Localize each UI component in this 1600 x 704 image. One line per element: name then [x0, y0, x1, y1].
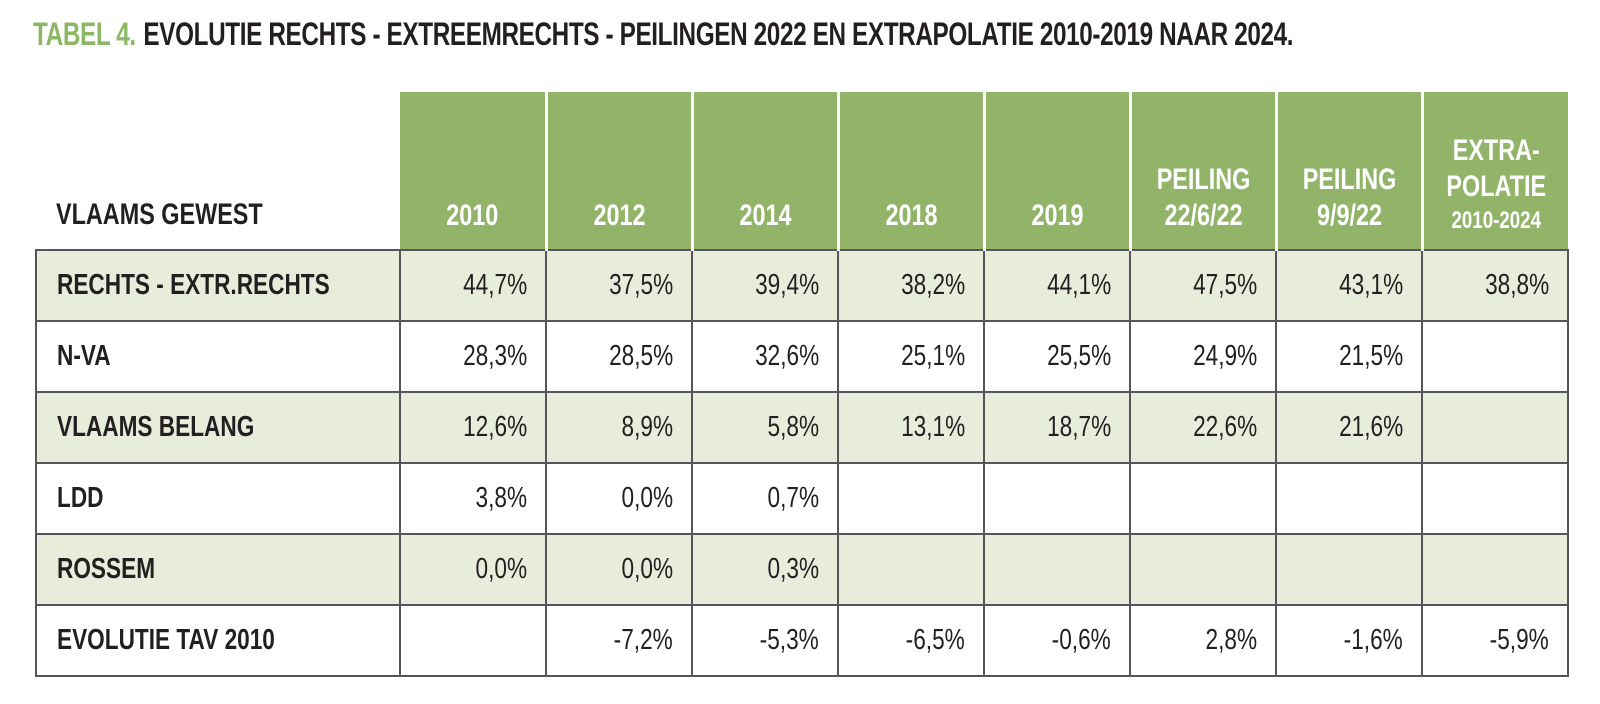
table-cell: 0,0%: [545, 533, 693, 606]
table-cell: [1421, 320, 1569, 393]
table-cell: -1,6%: [1275, 604, 1423, 677]
table-cell: 13,1%: [837, 391, 985, 464]
header-row: VLAAMS GEWEST 2010 2012 2014 2018 2019: [36, 92, 1568, 250]
table-cell: 38,8%: [1421, 249, 1569, 322]
column-header-2014: 2014: [690, 92, 838, 250]
table-cell: 0,0%: [545, 462, 693, 535]
data-table-container: VLAAMS GEWEST 2010 2012 2014 2018 2019: [35, 92, 1569, 677]
column-header-2018: 2018: [836, 92, 984, 250]
table-cell: 37,5%: [545, 249, 693, 322]
table-cell: 21,6%: [1275, 391, 1423, 464]
table-cell: [1275, 533, 1423, 606]
corner-header-vlaams-gewest: VLAAMS GEWEST: [36, 92, 400, 250]
table-cell: 18,7%: [983, 391, 1131, 464]
table-cell: -5,9%: [1421, 604, 1569, 677]
table-row-evolutie-tav-2010: EVOLUTIE TAV 2010 -7,2% -5,3% -6,5% -0,6…: [35, 604, 1569, 677]
table-cell: -7,2%: [545, 604, 693, 677]
table-cell: 2,8%: [1129, 604, 1277, 677]
column-header-peiling-22-6-22: PEILING 22/6/22: [1128, 92, 1276, 250]
row-label: LDD: [35, 462, 401, 535]
row-label: RECHTS - EXTR.RECHTS: [35, 249, 401, 322]
table-cell: -0,6%: [983, 604, 1131, 677]
table-cell: [1421, 391, 1569, 464]
table-cell: 39,4%: [691, 249, 839, 322]
table-cell: [399, 604, 547, 677]
column-header-2010: 2010: [400, 92, 546, 250]
table-cell: -5,3%: [691, 604, 839, 677]
row-label: N-VA: [35, 320, 401, 393]
table-cell: 25,1%: [837, 320, 985, 393]
table-cell: 32,6%: [691, 320, 839, 393]
table-row-vlaams-belang: VLAAMS BELANG 12,6% 8,9% 5,8% 13,1% 18,7…: [35, 391, 1569, 464]
table-cell: 5,8%: [691, 391, 839, 464]
table-row-ldd: LDD 3,8% 0,0% 0,7%: [35, 462, 1569, 535]
table-cell: 24,9%: [1129, 320, 1277, 393]
column-header-extrapolatie: EXTRA- POLATIE 2010-2024: [1420, 92, 1568, 250]
table-cell: 8,9%: [545, 391, 693, 464]
table-cell: -6,5%: [837, 604, 985, 677]
table-cell: [1421, 462, 1569, 535]
table-cell: 3,8%: [399, 462, 547, 535]
table-cell: [983, 462, 1131, 535]
row-label: VLAAMS BELANG: [35, 391, 401, 464]
table-cell: [1421, 533, 1569, 606]
table-cell: 38,2%: [837, 249, 985, 322]
extrapolatie-range-label: 2010-2024: [1450, 206, 1541, 234]
row-label: ROSSEM: [35, 533, 401, 606]
table-row-rechts-extrrechts: RECHTS - EXTR.RECHTS 44,7% 37,5% 39,4% 3…: [35, 249, 1569, 322]
table-cell: 22,6%: [1129, 391, 1277, 464]
table-cell: [983, 533, 1131, 606]
table-number-label: TABEL 4.: [33, 16, 136, 52]
table-cell: 28,5%: [545, 320, 693, 393]
table-cell: 12,6%: [399, 391, 547, 464]
table-cell: 0,0%: [399, 533, 547, 606]
data-table: VLAAMS GEWEST 2010 2012 2014 2018 2019: [35, 92, 1569, 677]
table-cell: 21,5%: [1275, 320, 1423, 393]
column-header-2019: 2019: [982, 92, 1130, 250]
table-cell: [837, 462, 985, 535]
table-cell: 47,5%: [1129, 249, 1277, 322]
table-cell: [1129, 533, 1277, 606]
column-header-peiling-9-9-22: PEILING 9/9/22: [1274, 92, 1422, 250]
table-cell: 0,3%: [691, 533, 839, 606]
table-cell: 25,5%: [983, 320, 1131, 393]
table-cell: 43,1%: [1275, 249, 1423, 322]
table-cell: 44,7%: [399, 249, 547, 322]
table-cell: [1275, 462, 1423, 535]
table-cell: 28,3%: [399, 320, 547, 393]
table-title-text: EVOLUTIE RECHTS - EXTREEMRECHTS - PEILIN…: [143, 16, 1294, 52]
table-row-nva: N-VA 28,3% 28,5% 32,6% 25,1% 25,5% 24,9%…: [35, 320, 1569, 393]
column-header-2012: 2012: [544, 92, 692, 250]
table-cell: 0,7%: [691, 462, 839, 535]
page-title: TABEL 4. EVOLUTIE RECHTS - EXTREEMRECHTS …: [33, 16, 1600, 53]
row-label: EVOLUTIE TAV 2010: [35, 604, 401, 677]
table-cell: [837, 533, 985, 606]
table-row-rossem: ROSSEM 0,0% 0,0% 0,3%: [35, 533, 1569, 606]
table-cell: 44,1%: [983, 249, 1131, 322]
table-cell: [1129, 462, 1277, 535]
